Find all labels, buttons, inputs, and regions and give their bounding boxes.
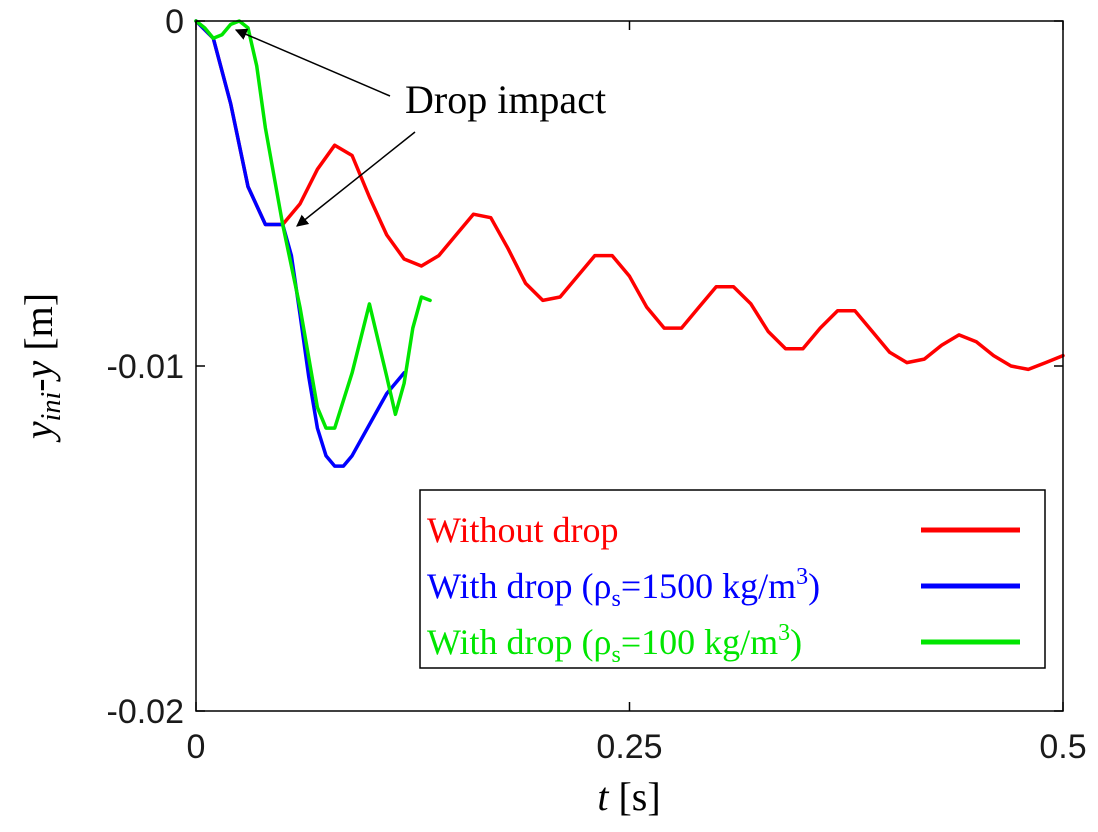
legend-label-2: With drop (ρs=100 kg/m3) [427, 620, 802, 668]
annotation-arrow-green [234, 28, 391, 97]
x-tick-label: 0.5 [1039, 728, 1086, 766]
legend-label-0: Without drop [427, 510, 619, 550]
y-axis-label: yini-y [m] [16, 293, 67, 443]
legend-label-1: With drop (ρs=1500 kg/m3) [427, 564, 820, 612]
x-tick-label: 0.25 [596, 728, 662, 766]
annotation-arrow-red [296, 131, 416, 227]
x-axis-label: t [s] [597, 774, 660, 819]
series-layer [194, 19, 1065, 468]
series-line-2 [194, 19, 432, 430]
y-tick-label: -0.01 [107, 348, 185, 386]
y-tick-label: -0.02 [107, 693, 185, 731]
x-tick-label: 0 [187, 728, 206, 766]
y-tick-label: 0 [165, 3, 184, 41]
series-line-1 [194, 19, 406, 468]
legend: Without drop With drop (ρs=1500 kg/m3) Wit… [419, 489, 1046, 669]
ticks-layer: 0 0.25 0.5 0 -0.01 -0.02 [107, 3, 1087, 766]
annotation-text: Drop impact [405, 77, 606, 122]
series-line-0 [194, 19, 1065, 372]
annotation: Drop impact [234, 28, 606, 227]
legend-box [419, 489, 1046, 669]
